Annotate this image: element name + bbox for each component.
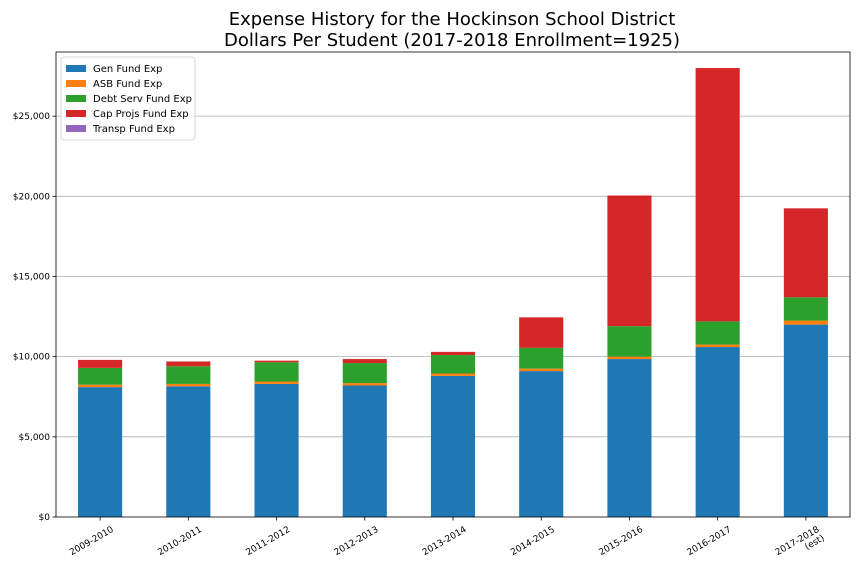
bar-segment <box>166 386 211 517</box>
legend-box <box>60 56 196 141</box>
bar-segment <box>430 351 476 356</box>
bar-segment <box>783 297 828 321</box>
bar-segment <box>695 347 740 517</box>
y-tick-label: $10,000 <box>13 353 50 363</box>
chart-subtitle: Dollars Per Student (2017-2018 Enrollmen… <box>224 30 680 51</box>
bar-segment <box>519 371 564 517</box>
bar-segment <box>607 359 652 517</box>
bar-segment <box>430 373 476 376</box>
y-tick-label: $20,000 <box>13 192 50 202</box>
bar-segment <box>519 317 564 348</box>
bar-segment <box>254 383 299 517</box>
y-axis: $0 $5,000 $10,000 $15,000 $20,000 $25,000 <box>13 112 56 523</box>
bar-segment <box>342 383 387 386</box>
bar-segment <box>783 324 828 517</box>
bars <box>78 68 828 517</box>
bar-segment <box>342 385 387 517</box>
x-tick-label: 2010-2011 <box>156 525 203 558</box>
bar-segment <box>430 375 476 517</box>
bar-segment <box>519 368 564 372</box>
x-tick-label: 2015-2016 <box>597 525 645 558</box>
bar-segment <box>695 321 740 345</box>
y-tick-label: $25,000 <box>13 112 50 122</box>
x-tick-label: 2016-2017 <box>686 525 733 558</box>
x-tick-label: 2009-2010 <box>68 525 116 558</box>
x-tick-label: 2013-2014 <box>421 525 469 558</box>
x-axis: 2009-2010 2010-2011 2011-2012 2012-2013 2013… <box>68 517 827 567</box>
bar-segment <box>342 363 387 384</box>
bar-segment <box>342 359 387 364</box>
legend-label: ASB Fund Exp <box>93 79 162 90</box>
bar-segment <box>519 347 564 369</box>
bar-segment <box>254 360 299 363</box>
legend-label: Transp Fund Exp <box>92 124 175 135</box>
bar-segment <box>78 387 123 517</box>
legend-swatch <box>66 110 86 117</box>
legend-swatch <box>66 80 86 87</box>
bar-segment <box>166 361 211 367</box>
legend-label: Cap Projs Fund Exp <box>93 109 189 120</box>
legend: Gen Fund Exp ASB Fund Exp Debt Serv Fund E… <box>60 56 196 141</box>
bar-segment <box>78 384 123 388</box>
bar-segment <box>430 355 476 374</box>
bar-segment <box>783 208 828 298</box>
legend-swatch <box>66 65 86 72</box>
x-tick-label: 2017-2018(est) <box>774 525 827 567</box>
legend-swatch <box>66 95 86 102</box>
chart-title: Expense History for the Hockinson School… <box>229 9 676 30</box>
bar-segment <box>166 383 211 387</box>
bar-segment <box>254 362 299 382</box>
bar-segment <box>607 326 652 357</box>
y-tick-label: $5,000 <box>19 433 51 443</box>
legend-label: Debt Serv Fund Exp <box>93 94 192 105</box>
legend-swatch <box>66 125 86 132</box>
bar-segment <box>254 381 299 384</box>
bar-segment <box>783 320 828 325</box>
legend-label: Gen Fund Exp <box>93 64 162 75</box>
bar-segment <box>78 367 123 385</box>
bar-segment <box>695 68 740 322</box>
bar-segment <box>695 344 740 348</box>
y-tick-label: $0 <box>39 513 51 523</box>
y-tick-label: $15,000 <box>13 272 50 282</box>
bar-segment <box>607 195 652 327</box>
x-tick-label: 2012-2013 <box>333 525 380 558</box>
bar-segment <box>607 356 652 360</box>
x-tick-label: 2011-2012 <box>245 525 292 558</box>
x-tick-label: 2014-2015 <box>509 525 556 558</box>
bar-segment <box>166 366 211 384</box>
bar-segment <box>78 359 123 368</box>
